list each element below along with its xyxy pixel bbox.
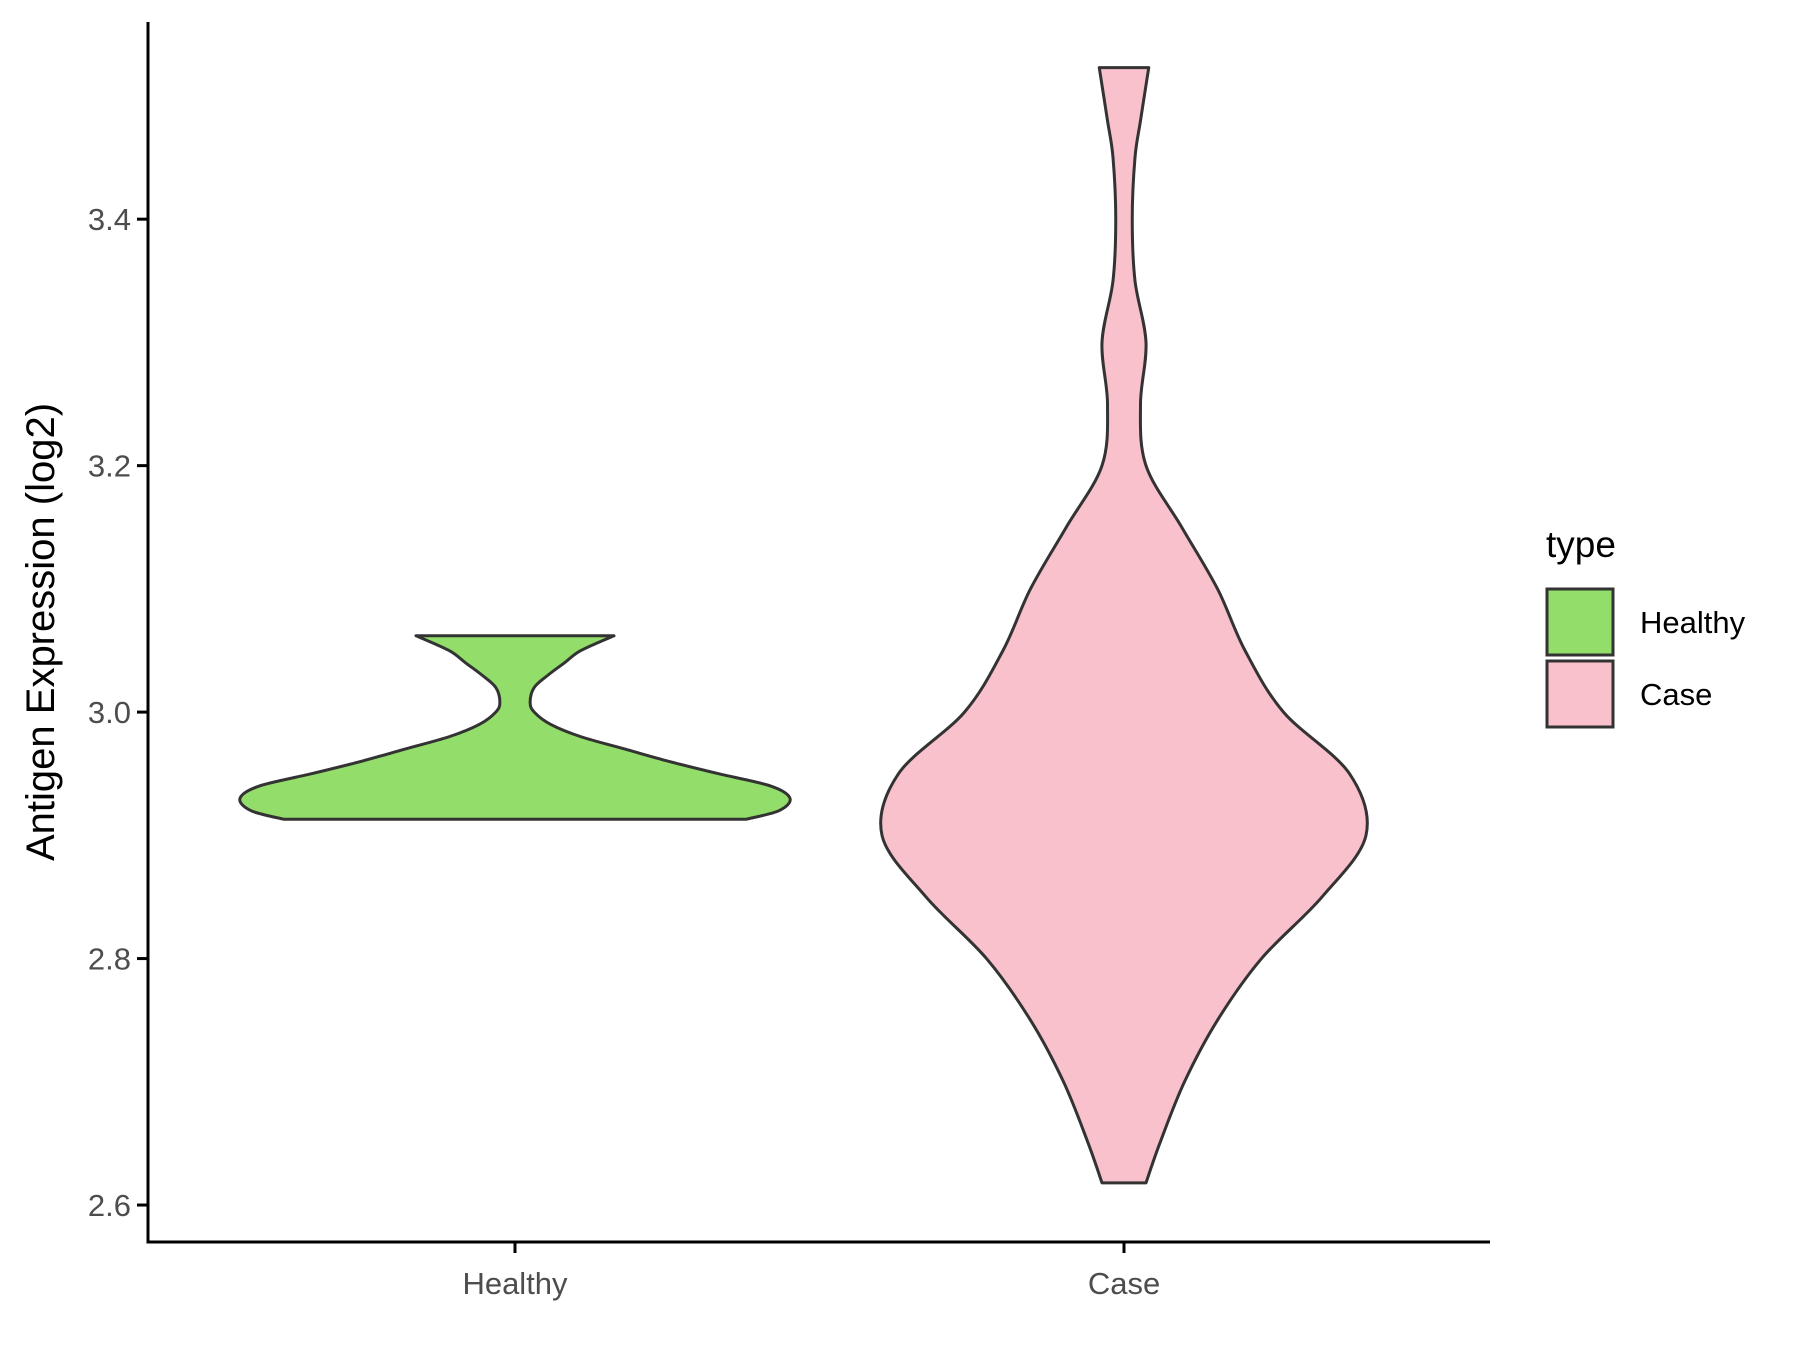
y-tick-label: 3.4 — [88, 202, 131, 237]
y-tick-label: 2.8 — [88, 942, 131, 977]
legend-title: type — [1546, 524, 1616, 565]
violin-layer — [238, 66, 1369, 1185]
axes: 2.6 2.8 3.0 3.2 3.4 Healthy Case — [88, 22, 1490, 1301]
legend-swatch-healthy — [1545, 587, 1615, 657]
legend: type Healthy Case — [1545, 524, 1746, 729]
y-tick-label: 3.0 — [88, 695, 131, 730]
legend-label-case: Case — [1640, 677, 1712, 712]
y-tick-label: 3.2 — [88, 449, 131, 484]
y-ticks: 2.6 2.8 3.0 3.2 3.4 — [88, 202, 148, 1223]
violin-case — [879, 66, 1369, 1185]
legend-label-healthy: Healthy — [1640, 605, 1746, 640]
x-ticks: Healthy Case — [462, 1242, 1160, 1301]
legend-entries: Healthy Case — [1545, 587, 1746, 729]
violin-healthy — [238, 634, 792, 821]
y-axis-title: Antigen Expression (log2) — [19, 403, 63, 861]
x-tick-label-healthy: Healthy — [462, 1266, 568, 1301]
legend-swatch-case — [1545, 659, 1615, 729]
y-tick-label: 2.6 — [88, 1188, 131, 1223]
x-tick-label-case: Case — [1088, 1266, 1160, 1301]
